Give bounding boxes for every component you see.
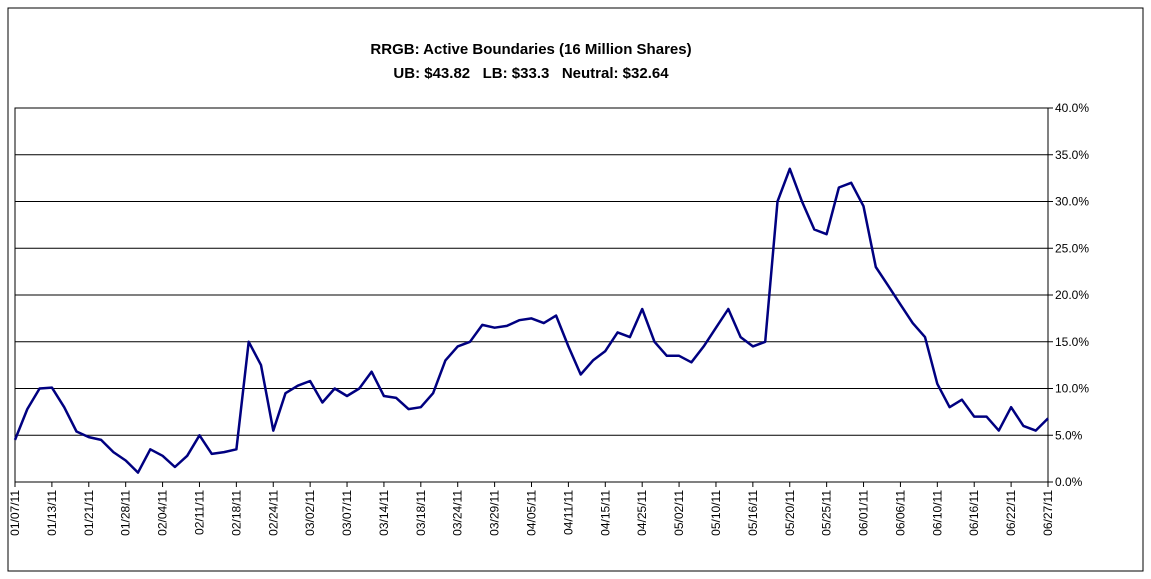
chart-subtitle: UB: $43.82 LB: $33.3 Neutral: $32.64 bbox=[393, 65, 669, 82]
x-tick-label: 04/15/11 bbox=[598, 490, 612, 536]
x-tick-label: 05/10/11 bbox=[709, 490, 723, 536]
x-tick-label: 01/13/11 bbox=[45, 490, 59, 536]
chart-title: RRGB: Active Boundaries (16 Million Shar… bbox=[370, 41, 691, 58]
x-tick-label: 05/02/11 bbox=[672, 490, 686, 536]
x-tick-label: 04/11/11 bbox=[561, 490, 575, 535]
y-tick-label: 35.0% bbox=[1055, 148, 1089, 162]
x-tick-label: 01/21/11 bbox=[82, 490, 96, 536]
x-tick-label: 03/14/11 bbox=[377, 490, 391, 536]
x-tick-label: 03/24/11 bbox=[451, 490, 465, 536]
x-tick-label: 01/07/11 bbox=[8, 490, 22, 536]
x-tick-label: 02/11/11 bbox=[192, 490, 206, 535]
x-tick-label: 01/28/11 bbox=[119, 490, 133, 536]
x-tick-label: 05/25/11 bbox=[820, 490, 834, 536]
x-tick-label: 06/27/11 bbox=[1041, 490, 1055, 536]
x-tick-label: 04/25/11 bbox=[635, 490, 649, 536]
x-tick-label: 06/16/11 bbox=[967, 490, 981, 536]
x-tick-label: 06/06/11 bbox=[893, 490, 907, 536]
x-tick-label: 05/20/11 bbox=[783, 490, 797, 536]
x-tick-label: 05/16/11 bbox=[746, 490, 760, 536]
x-tick-label: 06/10/11 bbox=[930, 490, 944, 536]
y-tick-label: 30.0% bbox=[1055, 195, 1089, 209]
y-tick-label: 5.0% bbox=[1055, 428, 1083, 442]
line-series bbox=[13, 167, 1049, 474]
x-tick-label: 04/05/11 bbox=[525, 490, 539, 536]
y-tick-label: 10.0% bbox=[1055, 382, 1089, 396]
x-tick-label: 03/18/11 bbox=[414, 490, 428, 536]
x-tick-label: 02/04/11 bbox=[156, 490, 170, 536]
x-tick-label: 06/01/11 bbox=[857, 490, 871, 536]
y-tick-label: 15.0% bbox=[1055, 335, 1089, 349]
y-tick-label: 0.0% bbox=[1055, 475, 1083, 489]
y-tick-label: 25.0% bbox=[1055, 241, 1089, 255]
x-tick-label: 06/22/11 bbox=[1004, 490, 1018, 536]
x-tick-label: 03/02/11 bbox=[303, 490, 317, 536]
x-tick-label: 02/18/11 bbox=[229, 490, 243, 536]
y-tick-label: 20.0% bbox=[1055, 288, 1089, 302]
y-tick-label: 40.0% bbox=[1055, 101, 1089, 115]
x-tick-label: 03/29/11 bbox=[488, 490, 502, 536]
x-tick-label: 02/24/11 bbox=[266, 490, 280, 536]
x-tick-label: 03/07/11 bbox=[340, 490, 354, 536]
